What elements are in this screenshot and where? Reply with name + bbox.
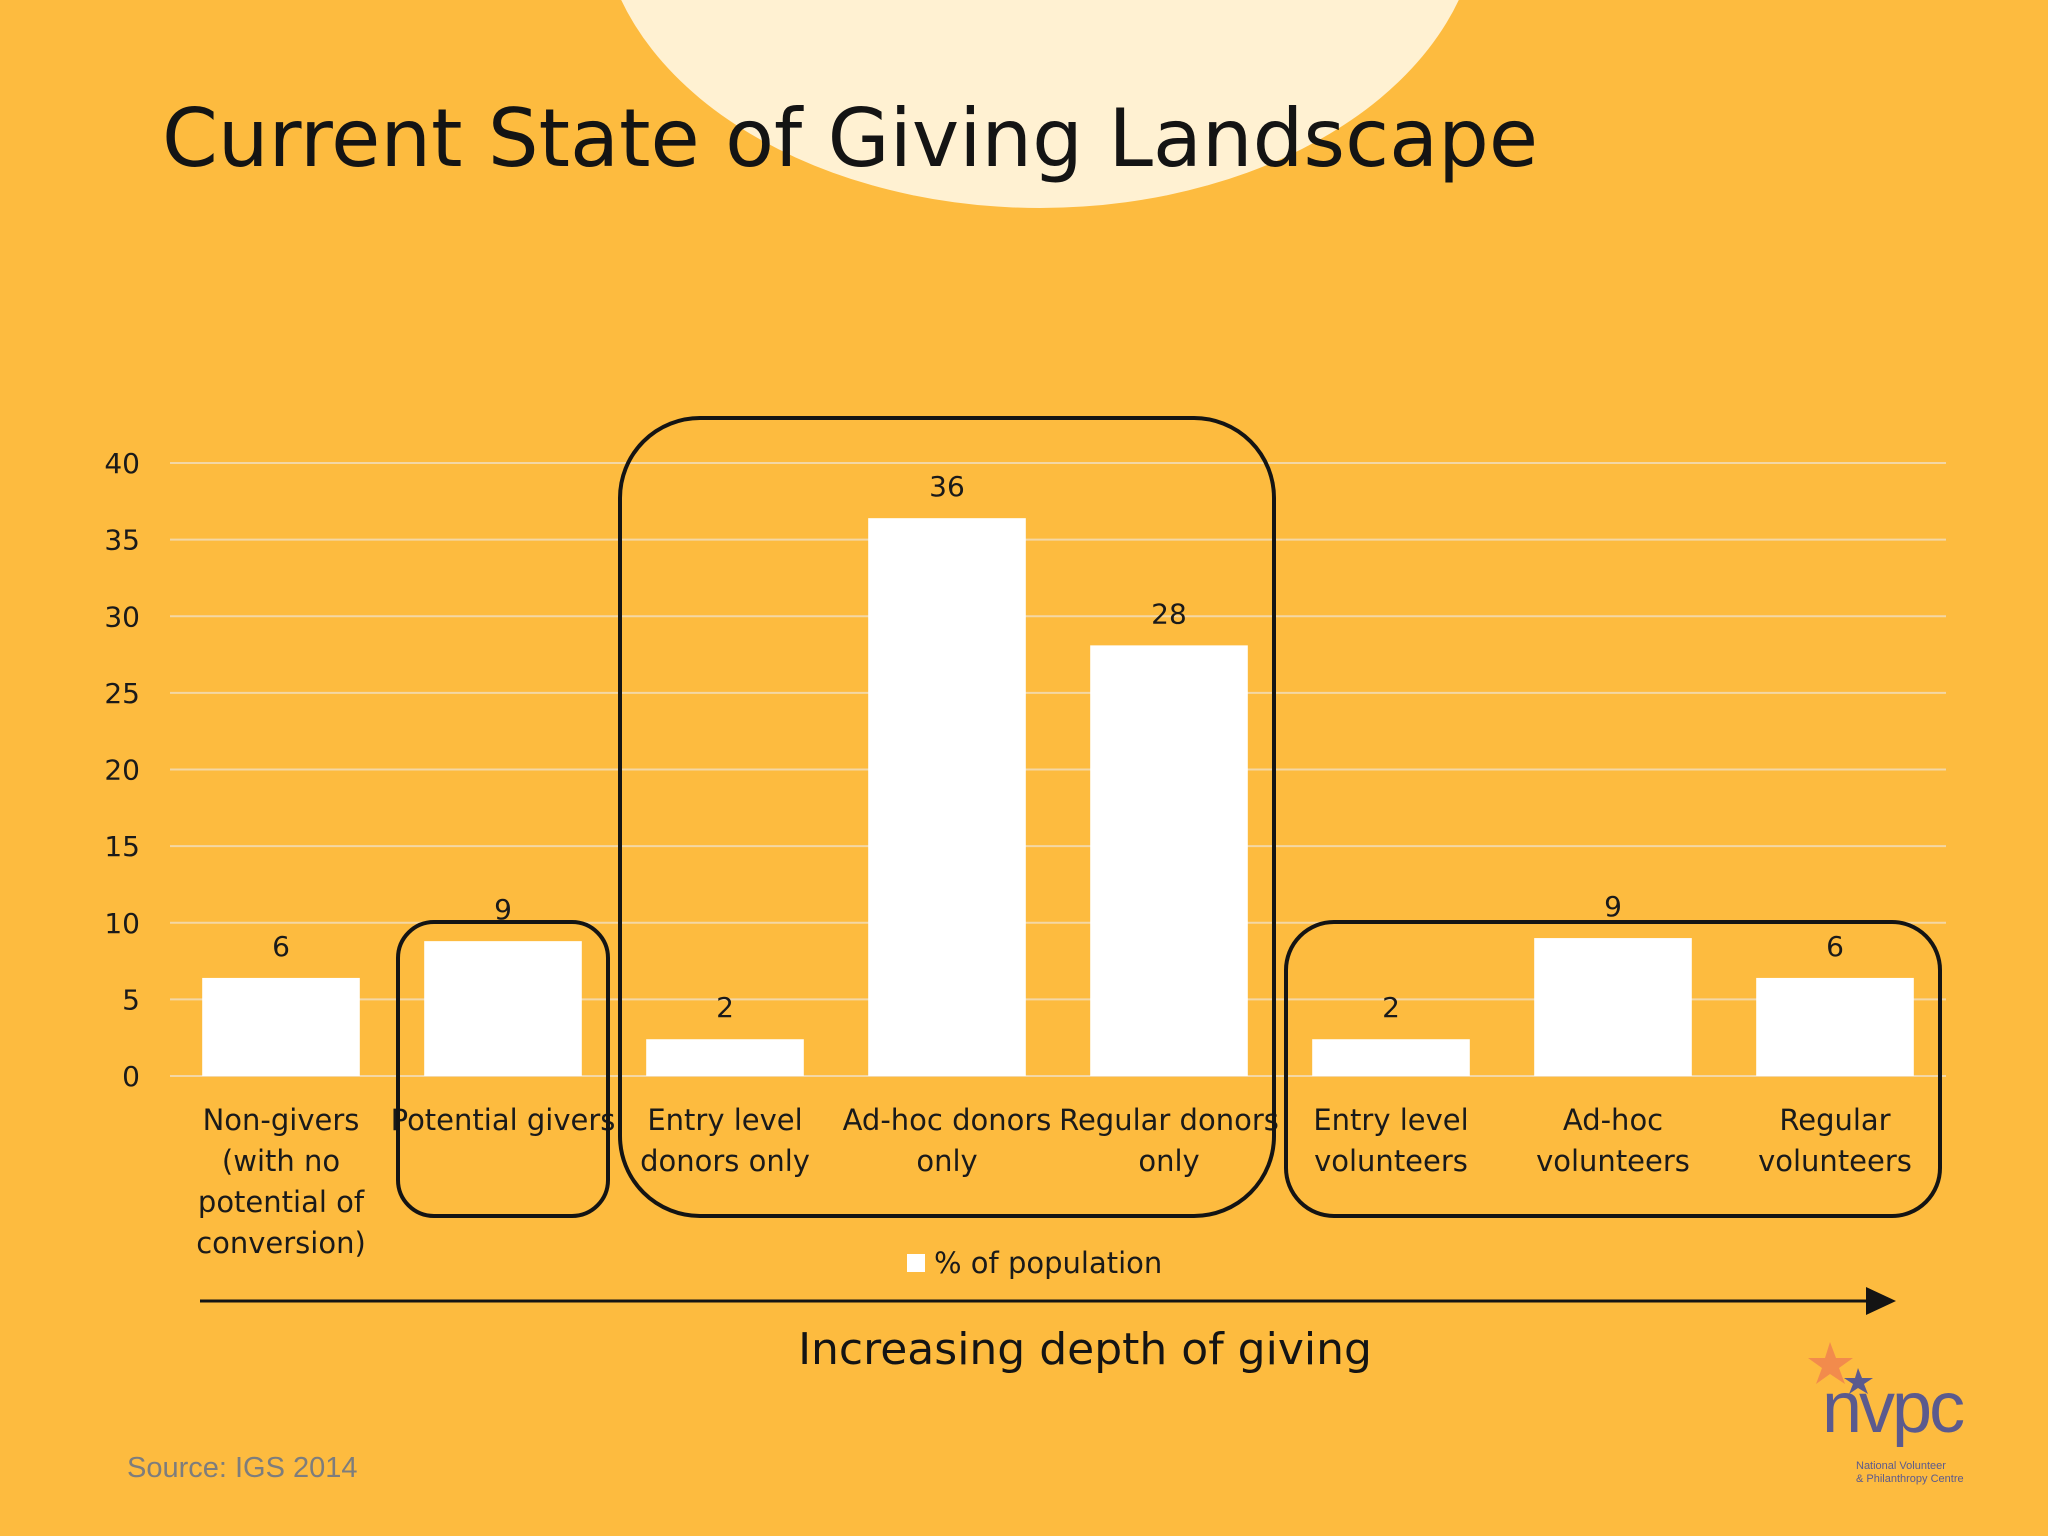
category-label-line: only xyxy=(1138,1144,1199,1178)
logo-wordmark: nvpc xyxy=(1822,1368,1965,1448)
legend: % of population xyxy=(907,1246,1162,1280)
category-label-line: volunteers xyxy=(1314,1144,1468,1178)
category-label-line: donors only xyxy=(640,1144,810,1178)
bar xyxy=(868,518,1026,1076)
category-label: Regular volunteers xyxy=(1758,1103,1912,1178)
category-label-line: potential of xyxy=(198,1185,365,1219)
group-box xyxy=(396,920,610,1218)
source-note: Source: IGS 2014 xyxy=(127,1452,358,1484)
slide-title: Current State of Giving Landscape xyxy=(162,92,1539,185)
bar xyxy=(1534,938,1692,1076)
data-label: 36 xyxy=(929,470,965,503)
category-label-line: Entry level xyxy=(1313,1103,1468,1137)
category-label-line: Entry level xyxy=(647,1103,802,1137)
y-tick-label: 30 xyxy=(104,600,140,633)
data-label: 9 xyxy=(1604,890,1622,923)
category-label-line: Potential givers xyxy=(391,1103,616,1137)
bars xyxy=(202,518,1914,1076)
category-label-line: only xyxy=(916,1144,977,1178)
group-box xyxy=(618,416,1276,1218)
bar xyxy=(1312,1039,1470,1076)
group-boxes xyxy=(396,416,1942,1218)
category-label: Entry level donors only xyxy=(640,1103,810,1178)
category-label: Ad-hoc volunteers xyxy=(1536,1103,1690,1178)
category-labels: Non-givers (with no potential of conversion… xyxy=(196,1103,1912,1260)
depth-arrow xyxy=(200,1287,1896,1315)
category-label: Potential givers xyxy=(391,1103,616,1137)
bar xyxy=(424,941,582,1076)
category-label-line: conversion) xyxy=(196,1226,366,1260)
category-label: Non-givers (with no potential of conversion… xyxy=(196,1103,366,1260)
category-label-line: Non-givers xyxy=(203,1103,360,1137)
y-axis-ticks: 0 5 10 15 20 25 30 35 40 xyxy=(104,447,140,1093)
y-tick-label: 20 xyxy=(104,754,140,787)
y-tick-label: 0 xyxy=(122,1060,140,1093)
logo-subtitle: National Volunteer & Philanthropy Centre xyxy=(1856,1460,2006,1486)
y-tick-label: 5 xyxy=(122,983,140,1016)
y-tick-label: 15 xyxy=(104,830,140,863)
legend-swatch xyxy=(907,1254,925,1272)
data-labels: 6 9 2 36 28 2 9 6 xyxy=(272,470,1844,1024)
bar xyxy=(1756,977,1914,1076)
category-label-line: Regular donors xyxy=(1059,1103,1279,1137)
category-label-line: volunteers xyxy=(1536,1144,1690,1178)
bar xyxy=(1090,645,1248,1076)
gridlines xyxy=(170,462,1946,1077)
data-label: 6 xyxy=(1826,930,1844,963)
category-label: Entry level volunteers xyxy=(1313,1103,1468,1178)
category-label-line: (with no xyxy=(222,1144,340,1178)
y-tick-label: 10 xyxy=(104,907,140,940)
y-tick-label: 35 xyxy=(104,524,140,557)
star-icon xyxy=(1808,1342,1873,1394)
data-label: 28 xyxy=(1151,597,1187,630)
category-label-line: Ad-hoc donors xyxy=(843,1103,1052,1137)
group-box xyxy=(1284,920,1942,1218)
legend-entry: % of population xyxy=(934,1246,1162,1280)
y-tick-label: 40 xyxy=(104,447,140,480)
category-label-line: Regular xyxy=(1779,1103,1890,1137)
category-label: Regular donors only xyxy=(1059,1103,1279,1178)
data-label: 6 xyxy=(272,930,290,963)
data-label: 2 xyxy=(716,991,734,1024)
data-label: 2 xyxy=(1382,991,1400,1024)
data-label: 9 xyxy=(494,893,512,926)
logo-subtitle-line1: National Volunteer xyxy=(1856,1460,1946,1472)
category-label: Ad-hoc donors only xyxy=(843,1103,1052,1178)
category-label-line: volunteers xyxy=(1758,1144,1912,1178)
bar xyxy=(202,977,360,1076)
category-label-line: Ad-hoc xyxy=(1563,1103,1663,1137)
bar xyxy=(646,1039,804,1076)
y-tick-label: 25 xyxy=(104,677,140,710)
depth-axis-label: Increasing depth of giving xyxy=(798,1324,1372,1375)
logo-subtitle-line2: & Philanthropy Centre xyxy=(1856,1473,1964,1485)
